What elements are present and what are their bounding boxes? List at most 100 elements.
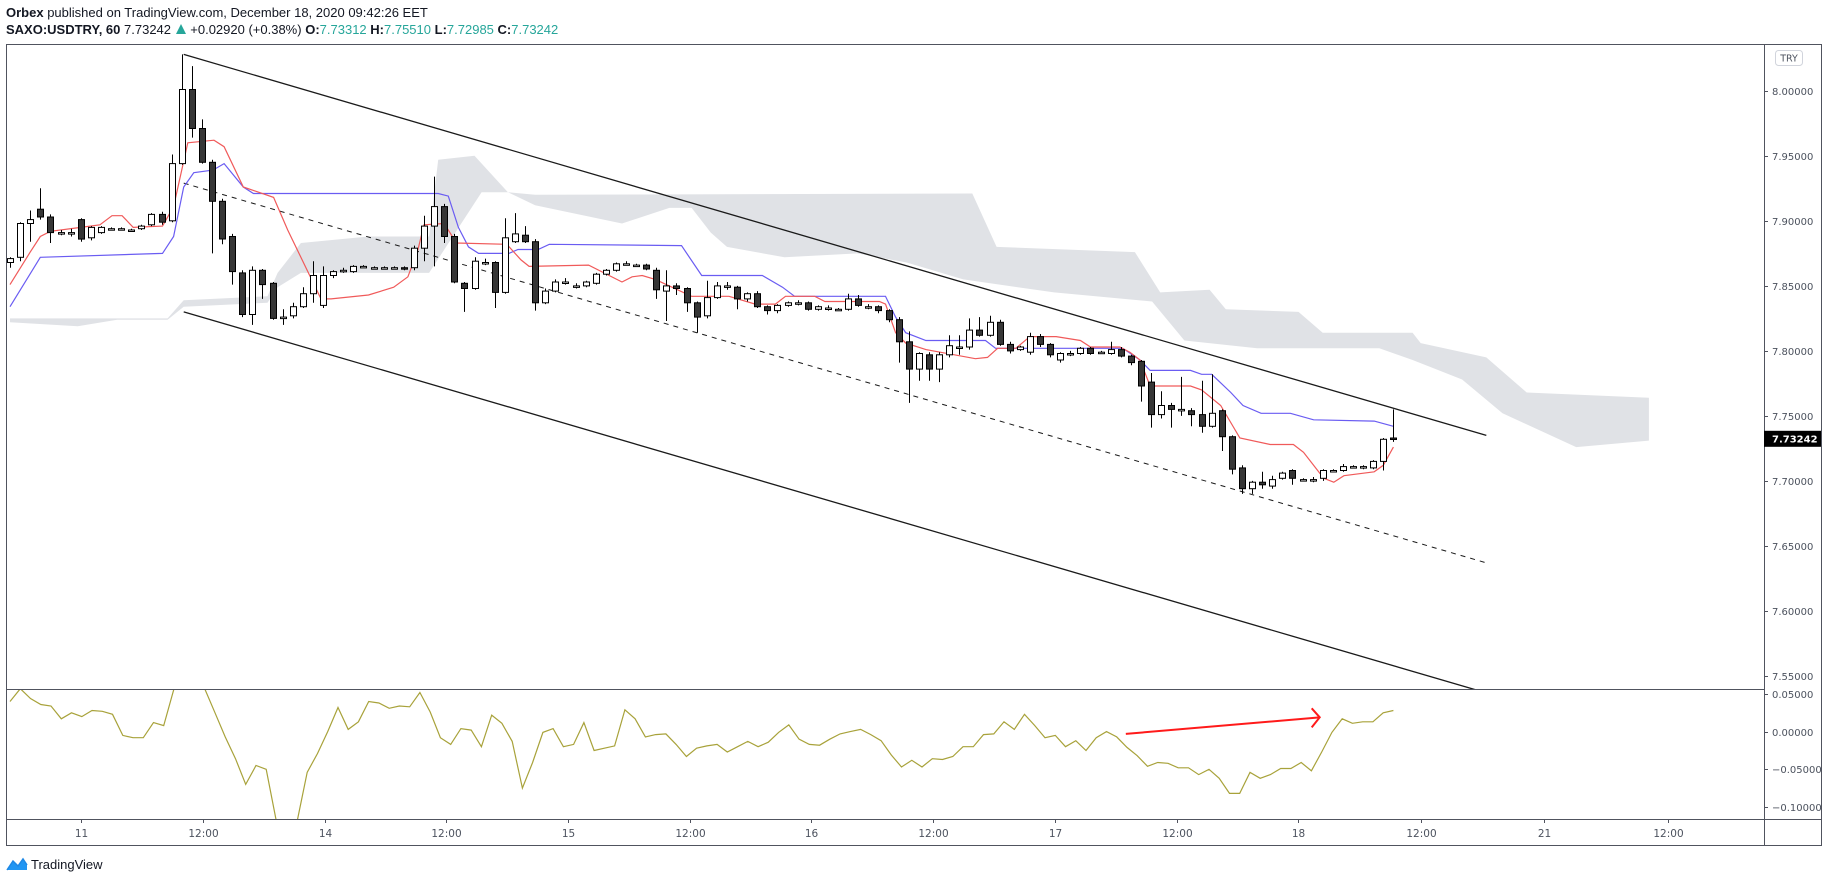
candle[interactable]	[1249, 480, 1256, 494]
candle[interactable]	[855, 295, 862, 307]
candle[interactable]	[875, 305, 882, 314]
candle[interactable]	[1118, 347, 1125, 358]
candle[interactable]	[1229, 435, 1236, 475]
candle[interactable]	[371, 266, 378, 270]
candle[interactable]	[633, 263, 640, 268]
candle[interactable]	[825, 305, 832, 311]
candle[interactable]	[997, 319, 1004, 346]
candle[interactable]	[1148, 373, 1155, 428]
candle[interactable]	[350, 265, 357, 273]
candle[interactable]	[1168, 402, 1175, 428]
candle[interactable]	[1188, 408, 1195, 427]
candle[interactable]	[360, 265, 367, 269]
candle[interactable]	[340, 267, 347, 273]
candle[interactable]	[764, 305, 771, 315]
candle[interactable]	[249, 266, 256, 325]
candle[interactable]	[502, 218, 509, 294]
channel-median-dashed-line[interactable]	[183, 182, 1487, 564]
candle[interactable]	[694, 301, 701, 333]
candle[interactable]	[1279, 471, 1286, 480]
candle[interactable]	[492, 261, 499, 308]
candle[interactable]	[704, 280, 711, 319]
candle[interactable]	[522, 226, 529, 243]
candle[interactable]	[1380, 438, 1387, 471]
candle[interactable]	[411, 245, 418, 271]
candle[interactable]	[916, 352, 923, 381]
candle[interactable]	[603, 269, 610, 276]
candle[interactable]	[461, 282, 468, 312]
candle[interactable]	[734, 285, 741, 310]
candle[interactable]	[987, 315, 994, 337]
candle[interactable]	[774, 304, 781, 314]
candle[interactable]	[1077, 347, 1084, 355]
candle[interactable]	[7, 257, 14, 268]
channel-upper-line[interactable]	[183, 53, 1487, 437]
candle[interactable]	[886, 309, 893, 323]
candle[interactable]	[169, 154, 176, 223]
candle[interactable]	[643, 263, 650, 271]
candle[interactable]	[320, 266, 327, 308]
candle[interactable]	[956, 335, 963, 355]
candle[interactable]	[1087, 347, 1094, 355]
candle[interactable]	[542, 288, 549, 305]
candle[interactable]	[1330, 469, 1337, 473]
candle[interactable]	[1390, 409, 1397, 442]
candle[interactable]	[1320, 469, 1327, 481]
candle[interactable]	[1199, 380, 1206, 433]
candle[interactable]	[785, 301, 792, 307]
candle[interactable]	[865, 304, 872, 310]
candle[interactable]	[562, 278, 569, 285]
candle[interactable]	[1158, 391, 1165, 419]
oscillator-axis[interactable]: 0.05000 0.00000 −0.05000 −0.10000	[1764, 690, 1822, 814]
candle[interactable]	[401, 266, 408, 271]
candle[interactable]	[482, 258, 489, 266]
candle[interactable]	[593, 272, 600, 285]
candle[interactable]	[1108, 341, 1115, 355]
candle[interactable]	[673, 283, 680, 295]
candle[interactable]	[1128, 354, 1135, 366]
candle[interactable]	[976, 317, 983, 337]
candle[interactable]	[1310, 477, 1317, 483]
candle[interactable]	[684, 287, 691, 312]
candle[interactable]	[431, 176, 438, 267]
candle[interactable]	[58, 230, 65, 236]
candle[interactable]	[1340, 464, 1347, 472]
candle[interactable]	[1370, 460, 1377, 470]
candle[interactable]	[906, 331, 913, 403]
candle[interactable]	[552, 279, 559, 293]
price-axis[interactable]: 8.00000 7.95000 7.90000 7.85000 7.80000 7.750…	[1764, 87, 1813, 683]
candle[interactable]	[966, 318, 973, 350]
candle[interactable]	[613, 262, 620, 272]
candle[interactable]	[330, 270, 337, 279]
candle[interactable]	[1350, 465, 1357, 469]
candle[interactable]	[653, 267, 660, 299]
candle[interactable]	[714, 282, 721, 299]
candle[interactable]	[118, 227, 125, 231]
candle[interactable]	[936, 352, 943, 383]
candle[interactable]	[472, 257, 479, 290]
candle[interactable]	[1037, 334, 1044, 347]
candle[interactable]	[47, 214, 54, 243]
candle[interactable]	[451, 233, 458, 284]
candle[interactable]	[754, 291, 761, 308]
candle[interactable]	[1259, 471, 1266, 489]
candle[interactable]	[441, 203, 448, 243]
candle[interactable]	[663, 270, 670, 321]
candle[interactable]	[1300, 478, 1307, 482]
candle[interactable]	[199, 119, 206, 164]
candle[interactable]	[845, 293, 852, 311]
candle[interactable]	[259, 269, 266, 299]
candle[interactable]	[108, 227, 115, 231]
time-axis[interactable]: 11 12:00 14 12:00 15 12:00 16 12:00 17 12:00 18 12:…	[75, 819, 1684, 840]
candle[interactable]	[724, 282, 731, 290]
candle[interactable]	[896, 317, 903, 363]
candle[interactable]	[98, 226, 105, 234]
divergence-arrow[interactable]	[1125, 707, 1322, 735]
candle[interactable]	[1178, 376, 1185, 416]
candle[interactable]	[1017, 345, 1024, 351]
candle[interactable]	[1067, 350, 1074, 357]
candle[interactable]	[623, 261, 630, 266]
candle[interactable]	[795, 300, 802, 306]
tradingview-logo[interactable]: TradingView	[6, 855, 103, 873]
